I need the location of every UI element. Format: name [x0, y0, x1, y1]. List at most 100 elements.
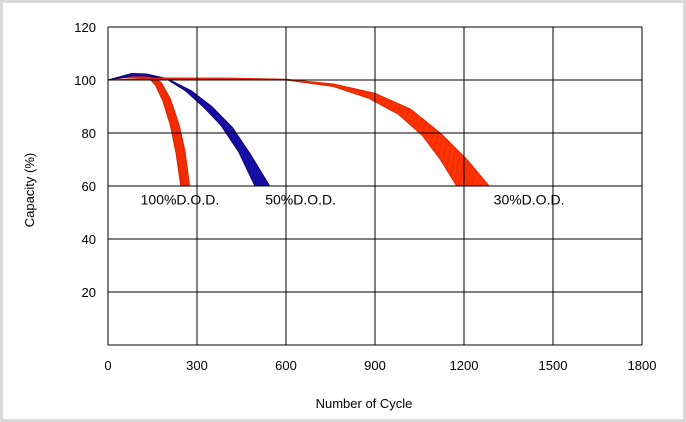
hatch-stroke — [247, 154, 251, 171]
hatch-stroke — [416, 118, 423, 132]
hatch-stroke — [458, 156, 465, 187]
hatch-stroke — [206, 104, 210, 111]
y-tick-label: 80 — [82, 126, 96, 141]
hatch-stroke — [218, 116, 222, 123]
hatch-stroke — [168, 98, 171, 120]
hatch-stroke — [408, 111, 415, 124]
hatch-stroke — [354, 89, 360, 94]
hatch-stroke — [211, 108, 215, 116]
hatch-stroke — [180, 140, 184, 187]
hatch-stroke — [171, 107, 174, 134]
hatch-stroke — [203, 102, 208, 108]
band-2-hatch — [182, 87, 268, 187]
band-1-lower-line — [107, 77, 182, 187]
hatch-stroke — [404, 108, 410, 120]
x-tick-label: 600 — [275, 358, 297, 373]
hatch-stroke — [433, 131, 440, 152]
hatch-stroke — [437, 135, 444, 157]
y-axis-title: Capacity (%) — [22, 153, 37, 227]
hatch-stroke — [441, 139, 448, 163]
hatch-stroke — [177, 125, 180, 166]
hatch-stroke — [227, 126, 232, 137]
hatch-stroke — [471, 170, 477, 187]
hatch-stroke — [174, 114, 177, 146]
band-2-upper-line — [107, 72, 271, 187]
hatch-stroke — [175, 118, 178, 151]
hatch-stroke — [446, 144, 452, 170]
x-tick-label: 1500 — [539, 358, 568, 373]
hatch-stroke — [176, 121, 179, 158]
band-label: 50%D.O.D. — [265, 191, 336, 207]
hatch-stroke — [186, 89, 191, 93]
hatch-stroke — [244, 150, 249, 166]
hatch-stroke — [239, 143, 244, 156]
hatch-stroke — [412, 114, 419, 128]
y-tick-label: 100 — [74, 73, 96, 88]
hatch-stroke — [467, 165, 473, 187]
x-tick-label: 300 — [186, 358, 208, 373]
hatch-stroke — [208, 106, 213, 113]
hatch-stroke — [167, 95, 170, 117]
y-tick-label: 60 — [82, 179, 96, 194]
band-label: 30%D.O.D. — [494, 191, 565, 207]
hatch-stroke — [400, 106, 406, 117]
hatch-stroke — [362, 91, 368, 97]
hatch-stroke — [341, 86, 347, 90]
hatch-stroke — [178, 130, 181, 175]
labels-layer: 100%D.O.D. 50%D.O.D. 30%D.O.D. — [141, 191, 565, 207]
hatch-stroke — [420, 121, 427, 135]
hatch-stroke — [379, 97, 385, 105]
hatch-stroke — [159, 82, 162, 94]
hatch-stroke — [189, 91, 193, 95]
hatch-stroke — [191, 93, 196, 98]
hatch-stroke — [249, 158, 254, 176]
y-tick-label: 40 — [82, 232, 96, 247]
hatch-stroke — [232, 132, 237, 144]
hatch-stroke — [251, 162, 256, 181]
band-label: 100%D.O.D. — [141, 191, 220, 207]
band-3 — [108, 77, 490, 186]
x-tick-label: 1800 — [628, 358, 657, 373]
hatch-stroke — [242, 146, 246, 161]
hatch-stroke — [185, 168, 188, 187]
hatch-stroke — [345, 87, 352, 92]
hatch-stroke — [201, 100, 205, 106]
x-tick-label: 900 — [364, 358, 386, 373]
hatch-stroke — [198, 98, 203, 104]
grid-layer — [107, 26, 643, 346]
y-tick-label: 20 — [82, 285, 96, 300]
hatch-stroke — [475, 175, 482, 187]
hatch-stroke — [261, 177, 266, 187]
x-axis-title: Number of Cycle — [316, 396, 413, 411]
band-1 — [108, 74, 190, 186]
hatch-stroke — [259, 174, 263, 187]
hatch-stroke — [182, 145, 185, 187]
hatch-stroke — [254, 166, 258, 186]
x-tick-label: 1200 — [450, 358, 479, 373]
hatch-stroke — [223, 121, 227, 130]
hatch-stroke — [213, 111, 218, 118]
hatch-stroke — [256, 170, 261, 187]
hatch-stroke — [179, 135, 182, 183]
hatch-stroke — [429, 128, 436, 146]
hatch-stroke — [164, 91, 167, 109]
hatch-stroke — [374, 95, 381, 103]
hatch-stroke — [166, 93, 169, 113]
hatch-stroke — [391, 102, 398, 112]
hatch-stroke — [156, 80, 159, 89]
hatch-stroke — [172, 111, 175, 140]
hatch-stroke — [366, 92, 373, 99]
hatch-stroke — [170, 104, 173, 129]
hatch-stroke — [162, 87, 165, 102]
hatch-stroke — [383, 99, 389, 107]
hatch-stroke — [161, 85, 164, 99]
hatch-stroke — [425, 125, 431, 140]
hatch-stroke — [230, 128, 234, 140]
hatch-stroke — [237, 139, 242, 151]
hatch-stroke — [235, 136, 239, 148]
hatch-stroke — [215, 113, 220, 121]
hatch-stroke — [183, 150, 186, 187]
x-tick-label: 0 — [104, 358, 111, 373]
hatch-stroke — [264, 181, 268, 187]
